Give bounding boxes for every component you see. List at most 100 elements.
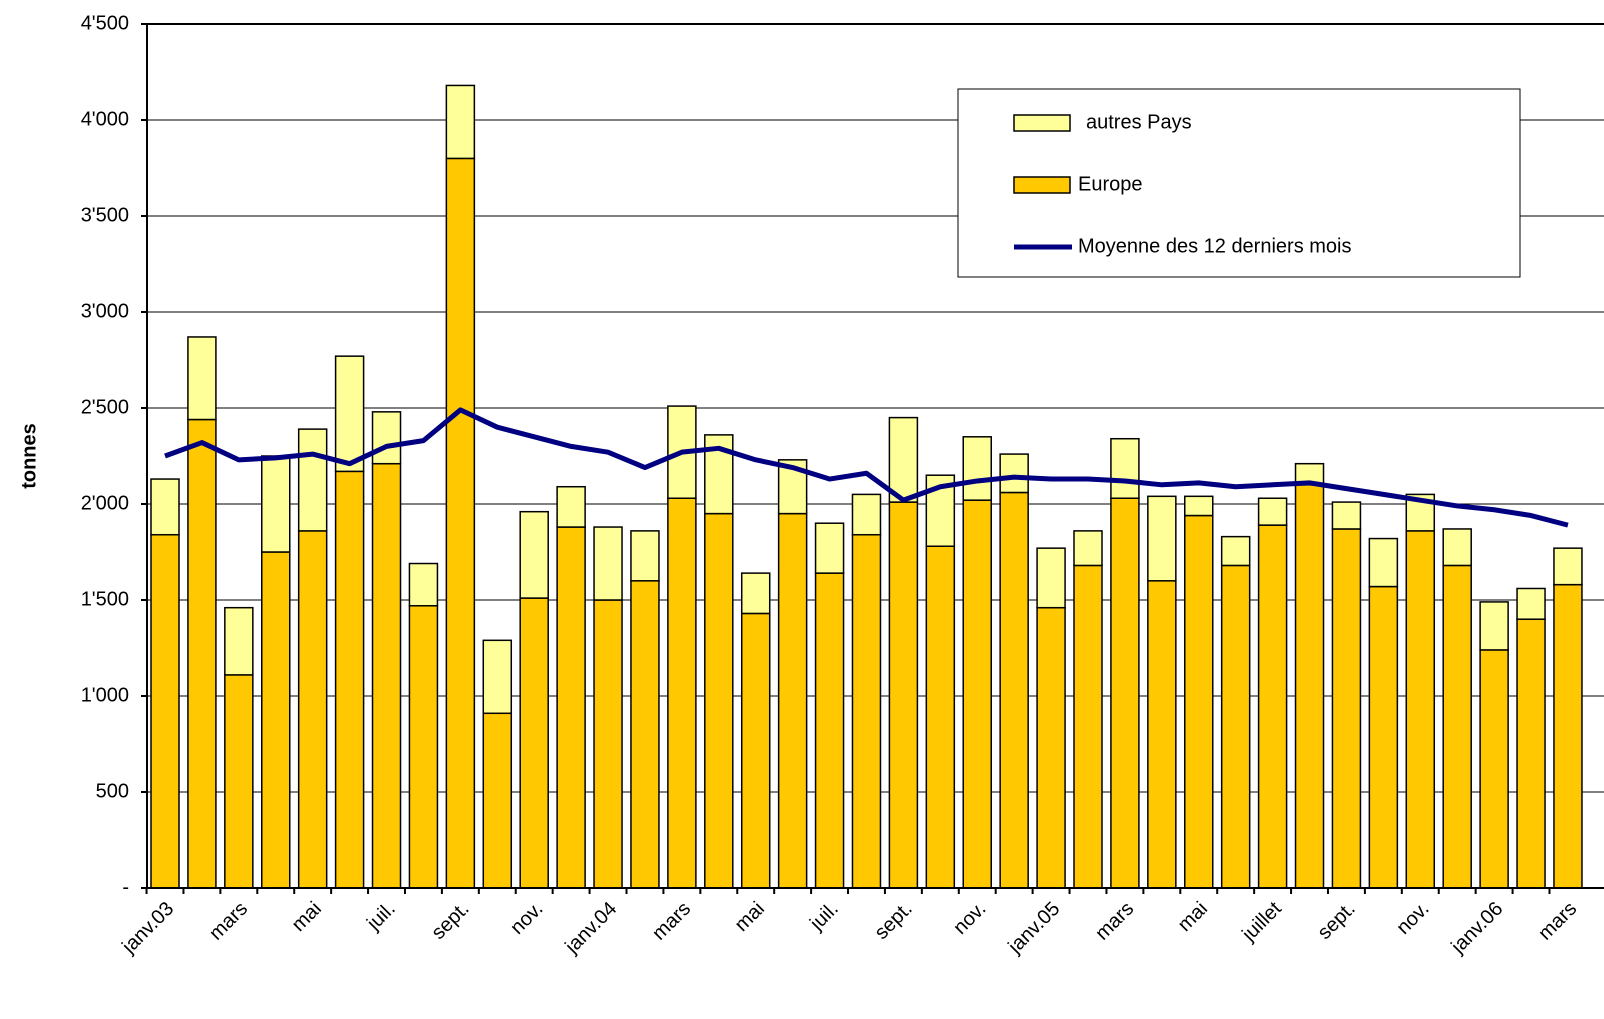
bar (1073, 530, 1103, 567)
y-tick-label: 1'000 (81, 684, 129, 706)
bar (740, 612, 771, 889)
x-tick-label: janv.06 (1447, 898, 1508, 959)
bar (593, 526, 623, 601)
bar (1331, 528, 1362, 889)
legend-label: Moyenne des 12 derniers mois (1078, 235, 1351, 257)
y-axis-label: tonnes (18, 423, 40, 489)
bar (999, 453, 1029, 494)
x-tick-label: juil. (362, 898, 399, 935)
bar (1147, 580, 1177, 889)
bar (1368, 585, 1399, 889)
bar (482, 639, 513, 715)
legend-label: autres Pays (1086, 111, 1192, 133)
bar (814, 572, 845, 889)
bar (851, 533, 882, 889)
bar (150, 478, 180, 536)
x-tick-label: mars (1091, 898, 1138, 945)
x-tick-label: mai (1174, 898, 1212, 936)
y-tick-label: 2'000 (81, 492, 129, 514)
bar (445, 157, 476, 889)
x-tick-label: juillet (1237, 897, 1286, 946)
bar (1220, 535, 1251, 567)
bar (593, 599, 623, 889)
bar (814, 522, 845, 574)
bar (1331, 501, 1362, 530)
bar (261, 551, 291, 889)
bar (1257, 524, 1288, 889)
x-tick-label: sept. (427, 898, 473, 944)
bar (556, 526, 586, 889)
bar (224, 606, 254, 676)
bar (962, 499, 992, 889)
legend-label: Europe (1078, 173, 1143, 195)
line (164, 407, 1569, 528)
bar (1442, 528, 1472, 567)
legend-swatch (1013, 176, 1071, 194)
bar (1110, 497, 1140, 889)
y-tick-label: - (122, 876, 129, 898)
bar (962, 436, 992, 501)
y-tick-label: 4'000 (81, 108, 129, 130)
bar (1442, 564, 1472, 889)
x-tick-label: nov. (1392, 898, 1433, 939)
y-tick-label: 3'500 (81, 204, 129, 226)
bar (630, 580, 660, 889)
bar (1220, 564, 1251, 889)
bar (1036, 606, 1066, 889)
x-tick-label: sept. (1313, 898, 1359, 944)
x-tick-label: mai (288, 898, 326, 936)
bar (667, 497, 697, 889)
bar (1516, 587, 1546, 620)
bar (519, 510, 549, 599)
bar (261, 455, 291, 553)
bar (888, 416, 919, 503)
y-tick-label: 1'500 (81, 588, 129, 610)
x-tick-label: mai (731, 898, 769, 936)
bar (1294, 484, 1325, 889)
x-tick-label: mars (1534, 898, 1581, 945)
bar (371, 411, 402, 465)
bar (1147, 495, 1177, 582)
bar (187, 336, 217, 421)
bar (851, 493, 882, 536)
bar (1036, 547, 1066, 609)
y-tick-label: 2'500 (81, 396, 129, 418)
bar (482, 712, 513, 889)
bar (740, 572, 771, 615)
bar (925, 545, 956, 889)
bar (1479, 601, 1509, 651)
legend-swatch (1013, 114, 1071, 132)
bar (297, 530, 328, 889)
y-tick-label: 3'000 (81, 300, 129, 322)
bar (1553, 547, 1583, 586)
y-tick-label: 500 (96, 780, 129, 802)
bar (1368, 537, 1399, 588)
x-tick-label: mars (648, 898, 695, 945)
bar (1257, 497, 1288, 526)
bar (150, 533, 180, 889)
bar (371, 462, 402, 889)
bar (519, 597, 549, 889)
x-tick-label: nov. (506, 898, 547, 939)
bar (1110, 437, 1140, 499)
bar (334, 355, 365, 473)
bar (630, 530, 660, 582)
bar (445, 84, 476, 160)
bar (1184, 495, 1214, 517)
bar (704, 512, 734, 889)
x-tick-label: mars (205, 898, 252, 945)
bar (999, 491, 1029, 889)
bar (1405, 530, 1436, 889)
bar (187, 418, 217, 889)
bar (1073, 564, 1103, 889)
x-tick-label: janv.03 (117, 898, 178, 959)
bar (297, 428, 328, 532)
bar (334, 470, 365, 889)
bar (408, 605, 439, 889)
x-tick-label: janv.04 (560, 898, 621, 959)
x-tick-label: nov. (949, 898, 990, 939)
y-tick-label: 4'500 (81, 12, 129, 34)
bar (1553, 583, 1583, 889)
bar (408, 562, 439, 607)
